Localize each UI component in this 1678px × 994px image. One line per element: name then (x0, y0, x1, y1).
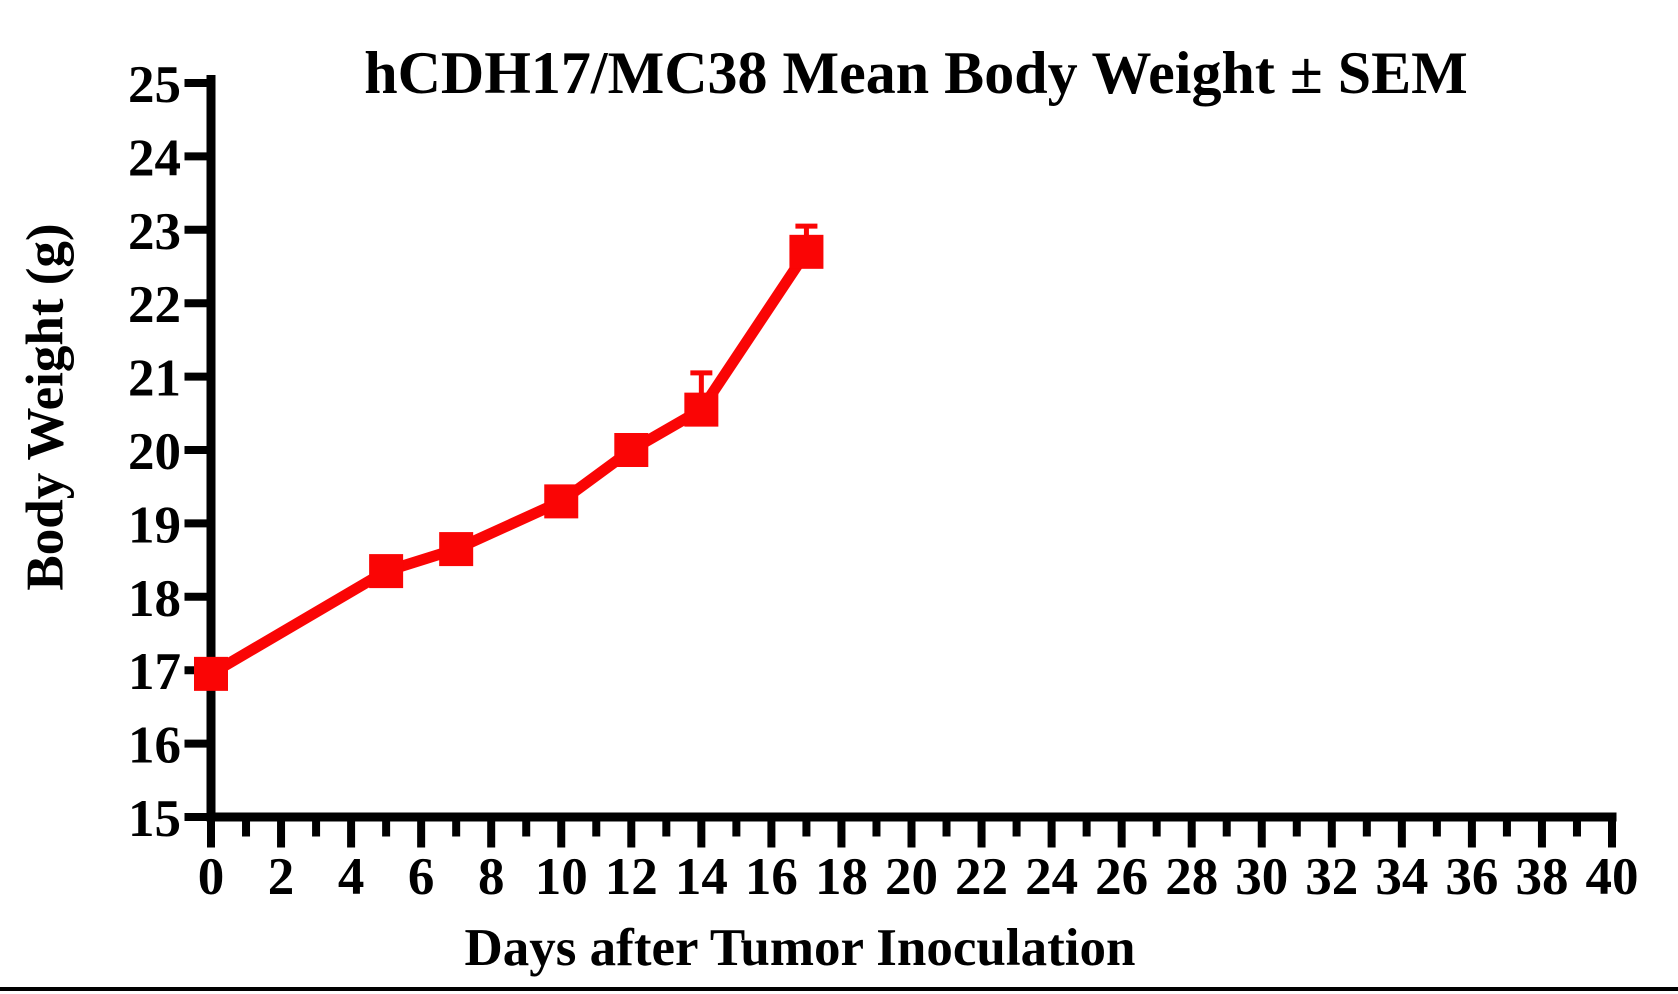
y-tick-label: 21 (128, 350, 181, 408)
y-tick-label: 25 (128, 56, 181, 114)
x-tick-label: 24 (1025, 848, 1078, 906)
x-tick-label: 26 (1095, 848, 1148, 906)
data-point-marker (684, 392, 719, 427)
y-tick-label: 20 (128, 423, 181, 481)
x-tick-label: 8 (478, 848, 505, 906)
x-tick-label: 12 (605, 848, 658, 906)
y-tick-label: 19 (128, 496, 181, 554)
y-tick-label: 18 (128, 570, 181, 628)
data-point-marker (789, 234, 824, 269)
x-tick-label: 30 (1235, 848, 1288, 906)
x-tick-label: 10 (535, 848, 588, 906)
chart-title: hCDH17/MC38 Mean Body Weight ± SEM (364, 40, 1468, 106)
x-tick-label: 36 (1445, 848, 1498, 906)
x-tick-label: 4 (338, 848, 365, 906)
x-tick-label: 6 (408, 848, 435, 906)
x-axis-label: Days after Tumor Inoculation (464, 919, 1136, 977)
series-line (208, 248, 812, 679)
y-tick-label: 22 (128, 276, 181, 334)
x-tick-label: 18 (815, 848, 868, 906)
x-tick-label: 40 (1586, 848, 1639, 906)
y-tick-label: 24 (128, 129, 181, 187)
x-tick-label: 32 (1305, 848, 1358, 906)
x-tick-label: 14 (675, 848, 728, 906)
x-tick-label: 2 (268, 848, 295, 906)
data-point-marker (544, 484, 579, 519)
y-tick-label: 15 (128, 790, 181, 848)
bottom-rule (0, 987, 1678, 991)
x-tick-label: 16 (745, 848, 798, 906)
x-tick-label: 38 (1515, 848, 1568, 906)
x-tick-label: 28 (1165, 848, 1218, 906)
x-tick-label: 0 (198, 848, 225, 906)
x-tick-label: 22 (955, 848, 1008, 906)
data-point-marker (614, 433, 649, 467)
y-tick-label: 17 (128, 643, 181, 701)
data-point-marker (439, 532, 474, 567)
data-point-marker (194, 656, 228, 691)
x-tick-label: 20 (885, 848, 938, 906)
data-point-marker (369, 554, 404, 589)
y-tick-label: 16 (128, 717, 181, 775)
y-tick-label: 23 (128, 203, 181, 261)
x-tick-label: 34 (1375, 848, 1428, 906)
